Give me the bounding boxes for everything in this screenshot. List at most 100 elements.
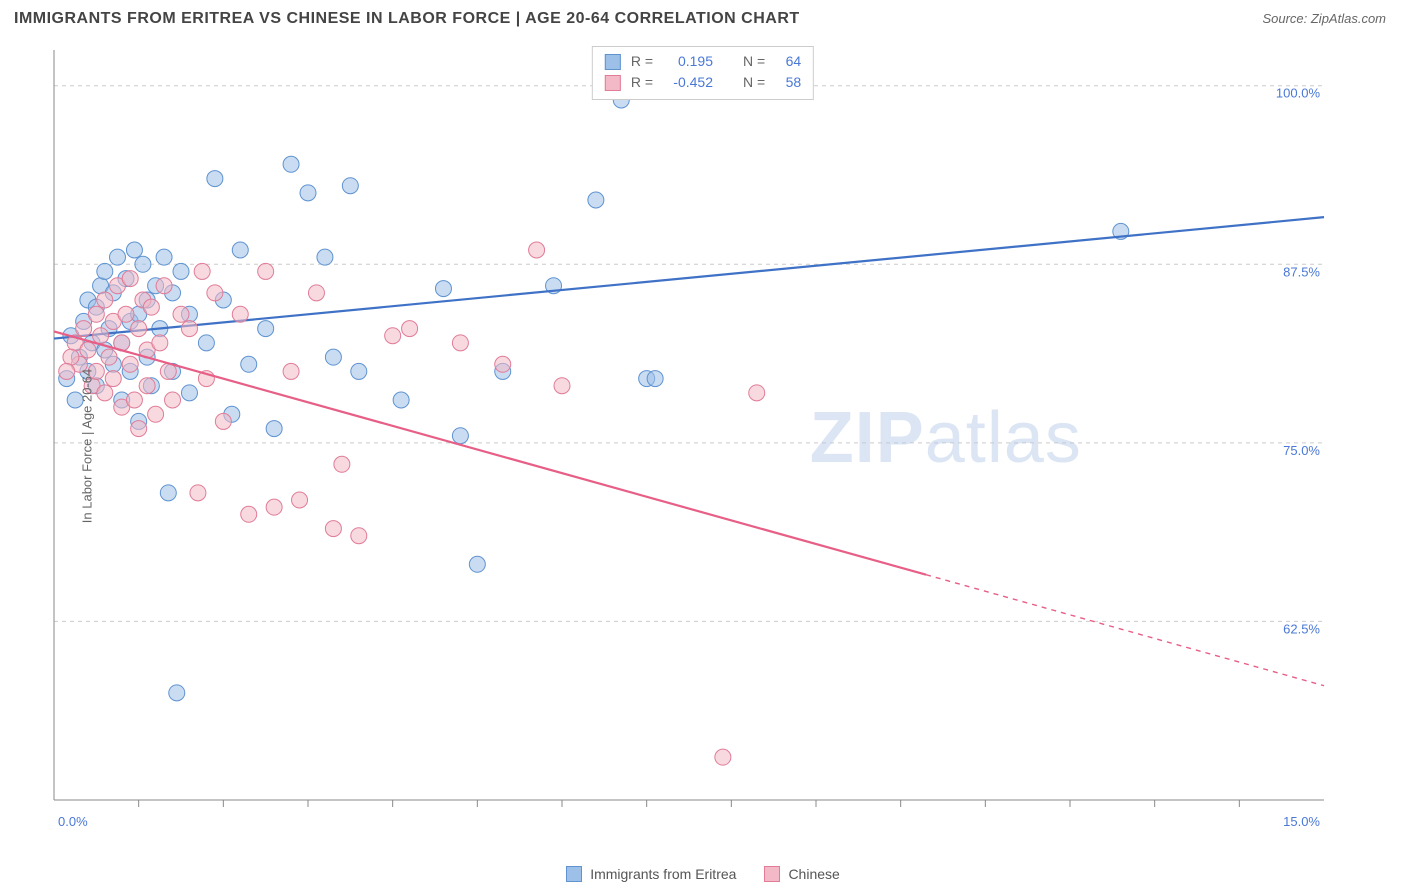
y-tick-label: 100.0%: [1276, 86, 1321, 101]
data-point: [122, 356, 138, 372]
data-point: [266, 499, 282, 515]
data-point: [160, 485, 176, 501]
data-point: [283, 156, 299, 172]
data-point: [122, 271, 138, 287]
data-point: [88, 306, 104, 322]
stats-N-label: N =: [743, 51, 765, 72]
data-point: [97, 292, 113, 308]
data-point: [351, 363, 367, 379]
data-point: [715, 749, 731, 765]
data-point: [63, 349, 79, 365]
data-point: [207, 285, 223, 301]
trend-line-extrapolated: [926, 575, 1324, 686]
data-point: [317, 249, 333, 265]
data-point: [258, 263, 274, 279]
data-point: [529, 242, 545, 258]
legend-swatch: [566, 866, 582, 882]
legend-swatch: [605, 75, 621, 91]
data-point: [258, 321, 274, 337]
x-tick-label: 15.0%: [1283, 814, 1320, 829]
data-point: [190, 485, 206, 501]
legend-label: Immigrants from Eritrea: [590, 866, 736, 882]
data-point: [126, 242, 142, 258]
y-tick-label: 62.5%: [1283, 621, 1320, 636]
y-axis-label: In Labor Force | Age 20-64: [80, 369, 95, 523]
data-point: [135, 256, 151, 272]
data-point: [342, 178, 358, 194]
legend-label: Chinese: [788, 866, 839, 882]
trend-line: [54, 331, 926, 574]
data-point: [452, 335, 468, 351]
data-point: [207, 171, 223, 187]
stats-R-value: 0.195: [663, 51, 713, 72]
chart-area: In Labor Force | Age 20-64 62.5%75.0%87.…: [14, 40, 1386, 852]
data-point: [80, 342, 96, 358]
scatter-chart-svg: 62.5%75.0%87.5%100.0%0.0%15.0%: [14, 40, 1344, 830]
legend-swatch: [764, 866, 780, 882]
data-point: [148, 406, 164, 422]
data-point: [241, 506, 257, 522]
data-point: [292, 492, 308, 508]
stats-N-value: 64: [775, 51, 801, 72]
data-point: [156, 249, 172, 265]
data-point: [143, 299, 159, 315]
data-point: [118, 306, 134, 322]
data-point: [749, 385, 765, 401]
legend-item: Chinese: [764, 866, 839, 882]
data-point: [165, 392, 181, 408]
data-point: [325, 521, 341, 537]
correlation-stats-box: R = 0.195 N = 64 R = -0.452 N = 58: [592, 46, 814, 100]
data-point: [173, 306, 189, 322]
data-point: [325, 349, 341, 365]
header-bar: IMMIGRANTS FROM ERITREA VS CHINESE IN LA…: [0, 0, 1406, 34]
data-point: [110, 249, 126, 265]
source-attribution: Source: ZipAtlas.com: [1262, 11, 1386, 26]
y-tick-label: 87.5%: [1283, 264, 1320, 279]
data-point: [152, 335, 168, 351]
data-point: [647, 371, 663, 387]
data-point: [283, 363, 299, 379]
data-point: [300, 185, 316, 201]
x-tick-label: 0.0%: [58, 814, 88, 829]
data-point: [435, 281, 451, 297]
stats-N-label: N =: [743, 72, 765, 93]
data-point: [241, 356, 257, 372]
data-point: [97, 385, 113, 401]
data-point: [215, 413, 231, 429]
data-point: [554, 378, 570, 394]
data-point: [97, 263, 113, 279]
data-point: [266, 421, 282, 437]
data-point: [131, 321, 147, 337]
data-point: [59, 363, 75, 379]
data-point: [76, 321, 92, 337]
data-point: [385, 328, 401, 344]
data-point: [334, 456, 350, 472]
data-point: [194, 263, 210, 279]
data-point: [588, 192, 604, 208]
data-point: [181, 385, 197, 401]
series-legend: Immigrants from Eritrea Chinese: [0, 866, 1406, 882]
data-point: [402, 321, 418, 337]
legend-swatch: [605, 54, 621, 70]
data-point: [181, 321, 197, 337]
data-point: [393, 392, 409, 408]
data-point: [469, 556, 485, 572]
data-point: [101, 349, 117, 365]
data-point: [126, 392, 142, 408]
series-chinese: [54, 242, 1324, 765]
legend-item: Immigrants from Eritrea: [566, 866, 736, 882]
data-point: [105, 371, 121, 387]
stats-row: R = 0.195 N = 64: [605, 51, 801, 72]
data-point: [156, 278, 172, 294]
data-point: [232, 306, 248, 322]
stats-N-value: 58: [775, 72, 801, 93]
data-point: [173, 263, 189, 279]
stats-R-label: R =: [631, 72, 653, 93]
data-point: [495, 356, 511, 372]
stats-R-value: -0.452: [663, 72, 713, 93]
data-point: [308, 285, 324, 301]
series-immigrants-from-eritrea: [54, 92, 1324, 701]
stats-R-label: R =: [631, 51, 653, 72]
data-point: [169, 685, 185, 701]
data-point: [139, 378, 155, 394]
